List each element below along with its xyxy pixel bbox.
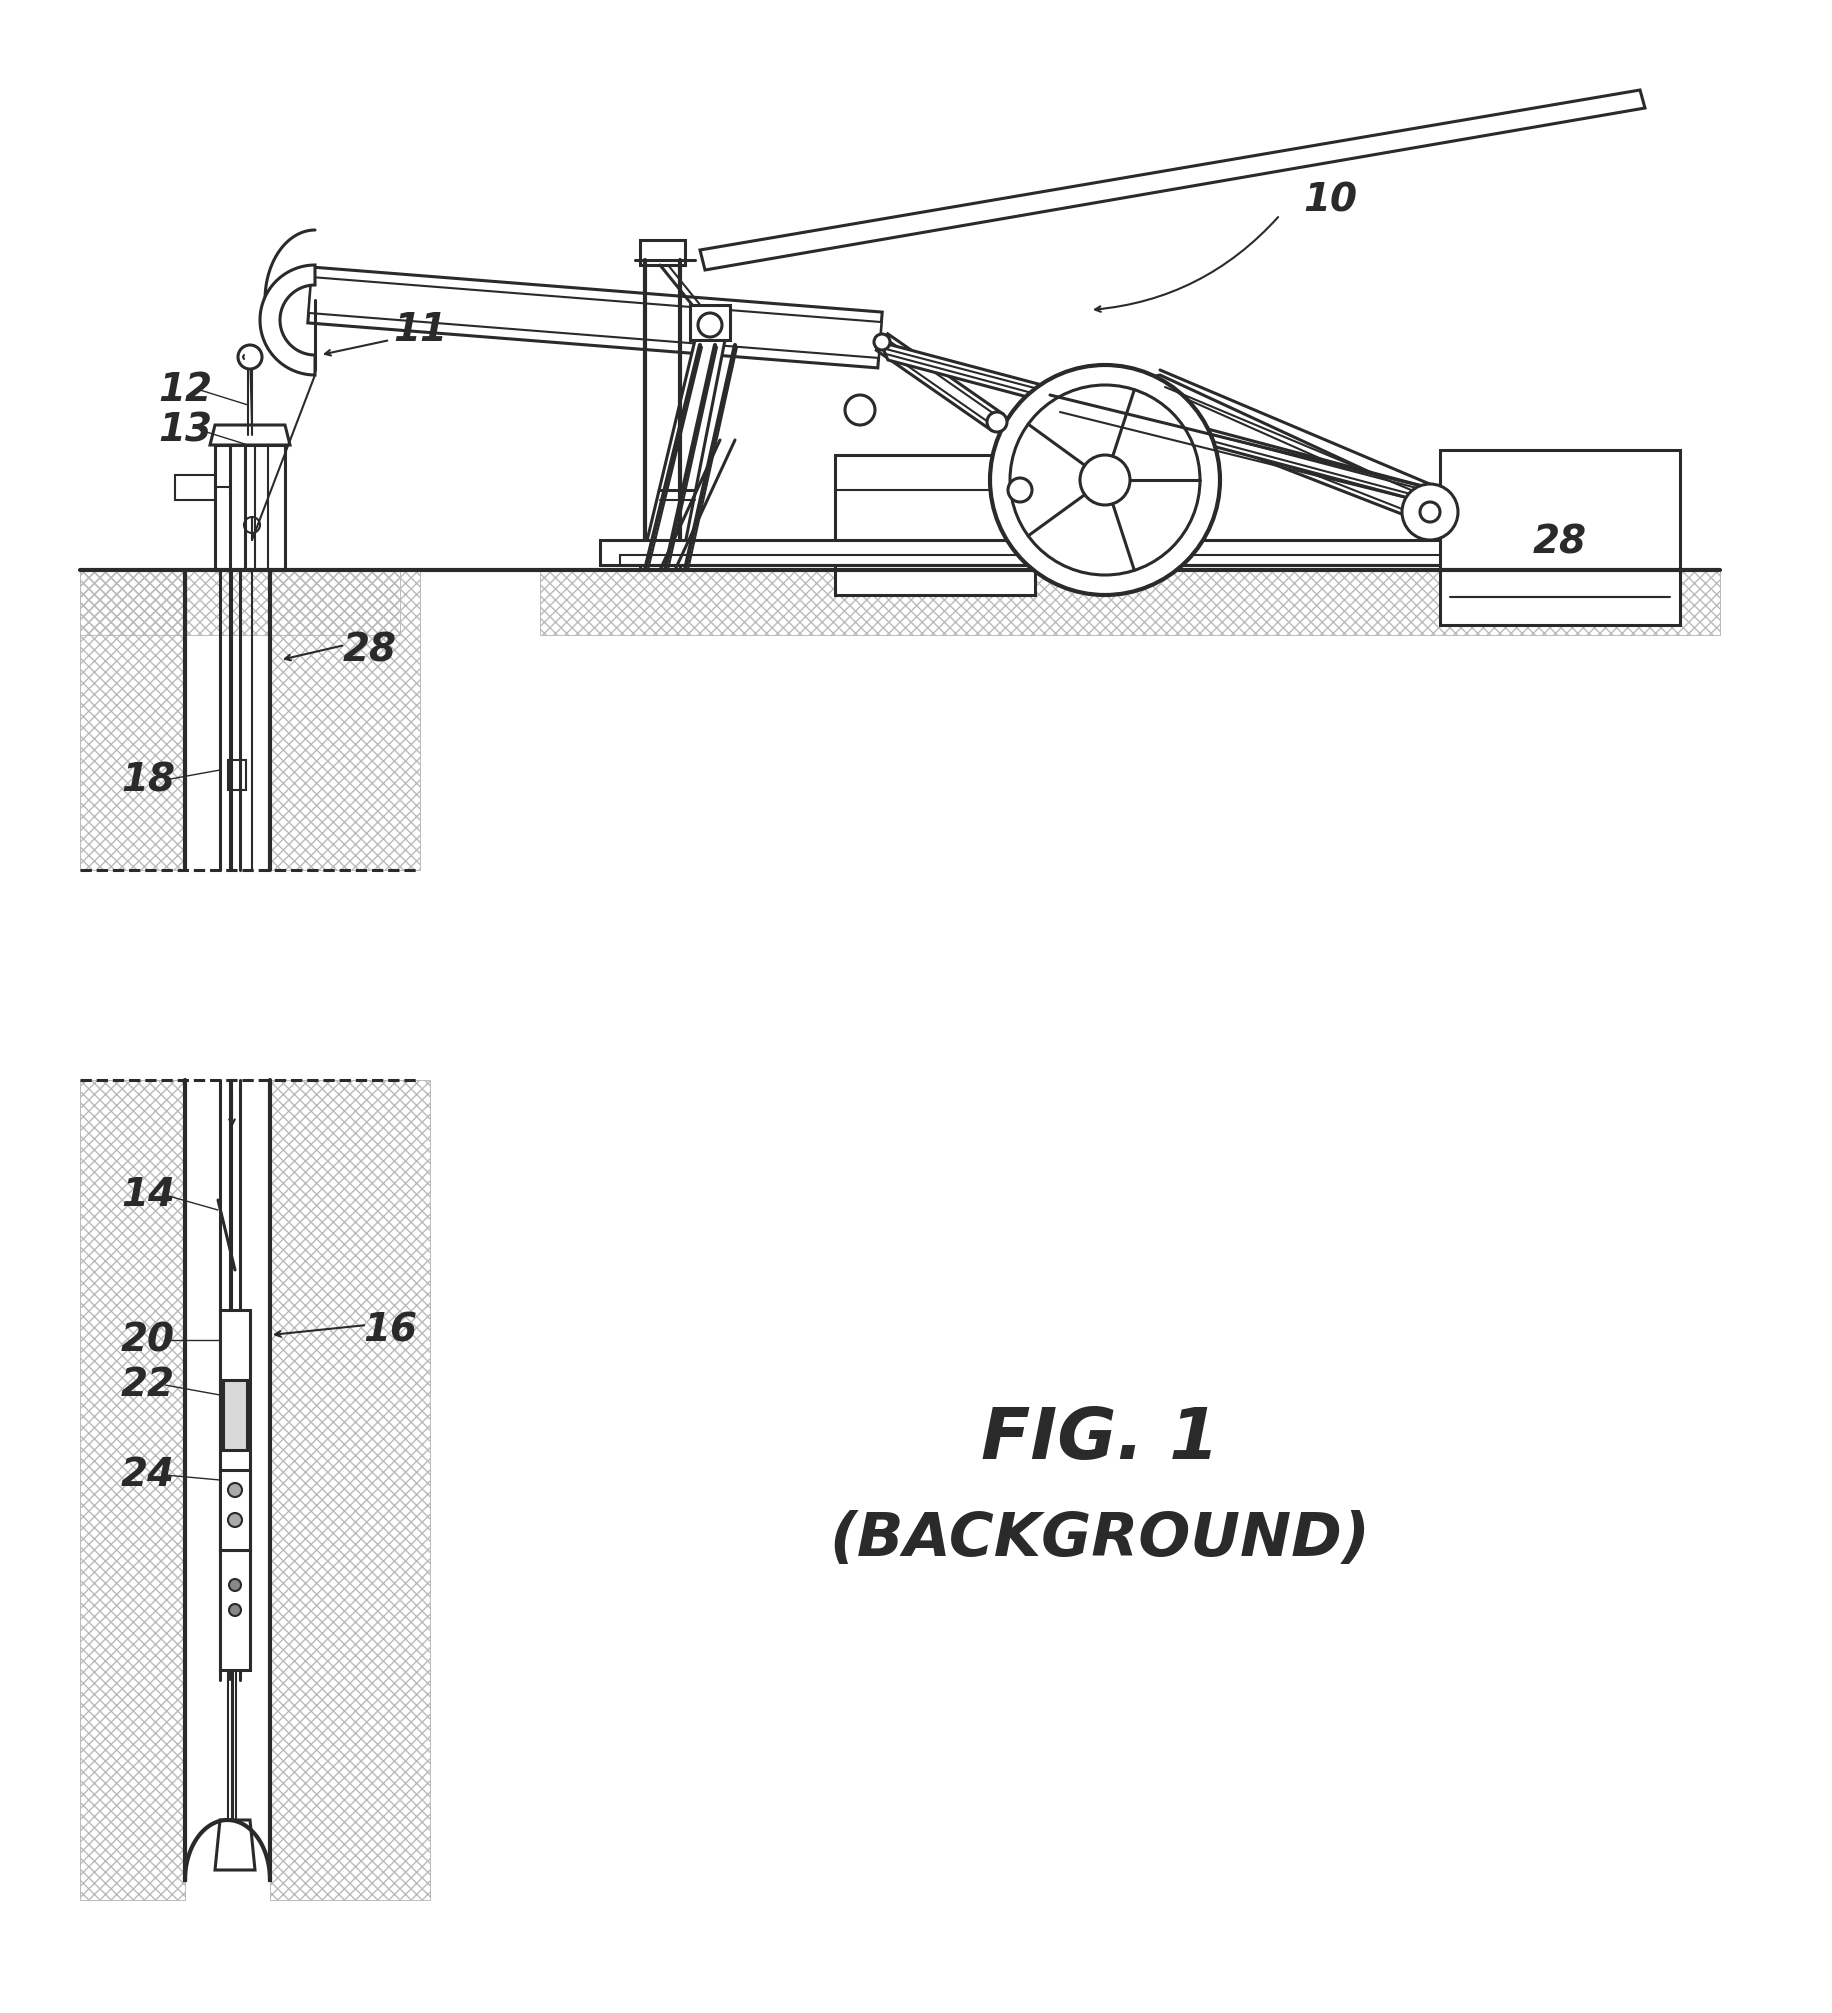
Circle shape <box>1081 455 1130 505</box>
Bar <box>81 1081 185 1900</box>
Bar <box>220 1550 249 1671</box>
Circle shape <box>227 1514 242 1528</box>
Bar <box>220 1469 249 1550</box>
Polygon shape <box>214 1820 255 1870</box>
Polygon shape <box>601 539 1521 566</box>
Bar <box>1440 451 1680 624</box>
Bar <box>269 570 420 870</box>
Circle shape <box>1420 501 1440 521</box>
Text: 11: 11 <box>394 310 447 348</box>
Text: 16: 16 <box>363 1310 418 1349</box>
Polygon shape <box>879 338 1000 427</box>
Bar <box>176 475 214 499</box>
Polygon shape <box>700 91 1645 270</box>
Text: 13: 13 <box>158 411 213 449</box>
Text: 14: 14 <box>121 1176 176 1214</box>
Text: 22: 22 <box>121 1367 176 1403</box>
Bar <box>639 240 685 266</box>
Circle shape <box>987 413 1008 433</box>
Circle shape <box>989 364 1220 596</box>
Polygon shape <box>1050 374 1431 525</box>
Circle shape <box>1401 483 1458 539</box>
Circle shape <box>845 395 876 425</box>
Polygon shape <box>879 342 1434 505</box>
Text: 28: 28 <box>1533 523 1587 562</box>
Bar <box>81 570 185 870</box>
Bar <box>81 570 399 634</box>
Text: FIG. 1: FIG. 1 <box>980 1405 1218 1474</box>
Polygon shape <box>308 278 881 358</box>
Bar <box>540 570 1720 634</box>
Circle shape <box>874 334 890 350</box>
Polygon shape <box>260 266 315 374</box>
Circle shape <box>1009 384 1200 576</box>
Text: (BACKGROUND): (BACKGROUND) <box>830 1510 1370 1570</box>
Circle shape <box>1008 477 1031 501</box>
Circle shape <box>227 1484 242 1498</box>
Polygon shape <box>639 340 725 570</box>
Polygon shape <box>308 268 883 368</box>
Bar <box>227 761 245 789</box>
Text: 24: 24 <box>121 1455 176 1494</box>
Circle shape <box>244 517 260 533</box>
Bar <box>214 445 286 570</box>
Text: 18: 18 <box>121 761 176 799</box>
Circle shape <box>229 1578 242 1590</box>
Text: 20: 20 <box>121 1321 176 1359</box>
Text: 28: 28 <box>343 630 398 668</box>
Polygon shape <box>876 334 1002 431</box>
Bar <box>691 306 729 340</box>
Circle shape <box>238 344 262 368</box>
Polygon shape <box>211 425 289 445</box>
Bar <box>220 1310 249 1550</box>
Bar <box>835 455 1035 596</box>
Text: 10: 10 <box>1303 181 1358 219</box>
Circle shape <box>698 312 722 336</box>
Bar <box>269 1081 431 1900</box>
Bar <box>224 1381 247 1449</box>
Circle shape <box>229 1604 242 1616</box>
Text: 12: 12 <box>158 370 213 409</box>
